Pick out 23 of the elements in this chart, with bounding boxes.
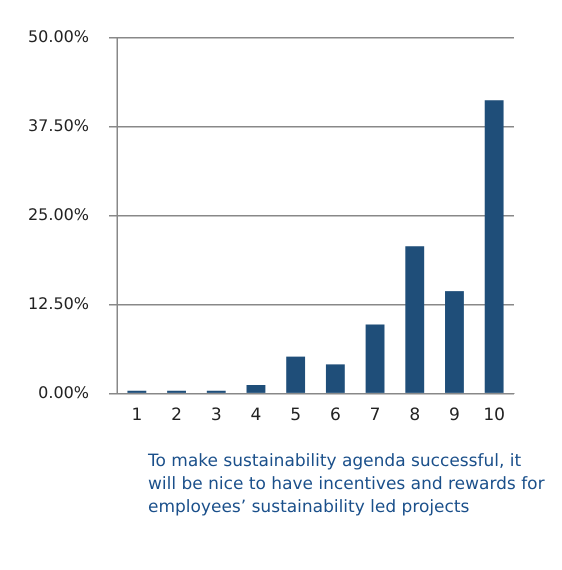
y-tick-label: 0.00% [38, 382, 90, 402]
bar [326, 364, 345, 393]
x-tick-label: 9 [449, 405, 460, 426]
bar [366, 324, 384, 393]
x-tick-label: 6 [330, 405, 341, 426]
bar [405, 246, 424, 393]
y-tick-label: 25.00% [28, 204, 90, 224]
y-tick-label: 12.50% [28, 294, 90, 313]
x-tick-label: 10 [483, 405, 505, 426]
x-tick-label: 7 [370, 405, 380, 426]
bar [246, 385, 266, 393]
bar [286, 356, 306, 393]
y-tick-label: 37.50% [28, 116, 90, 135]
x-tick-label: 2 [171, 405, 182, 426]
x-tick-label: 3 [210, 405, 222, 426]
x-tick-label: 1 [131, 405, 142, 426]
bar [445, 291, 464, 393]
x-tick-label: 5 [290, 405, 302, 426]
x-tick-label: 8 [409, 405, 420, 426]
x-tick-label: 4 [250, 405, 262, 426]
y-tick-label: 50.00% [28, 26, 90, 46]
text: To make sustainability agenda successful, it will be nice to have incentives and rewards for employees’ sustainability led projects [148, 450, 546, 519]
bar [484, 100, 504, 393]
